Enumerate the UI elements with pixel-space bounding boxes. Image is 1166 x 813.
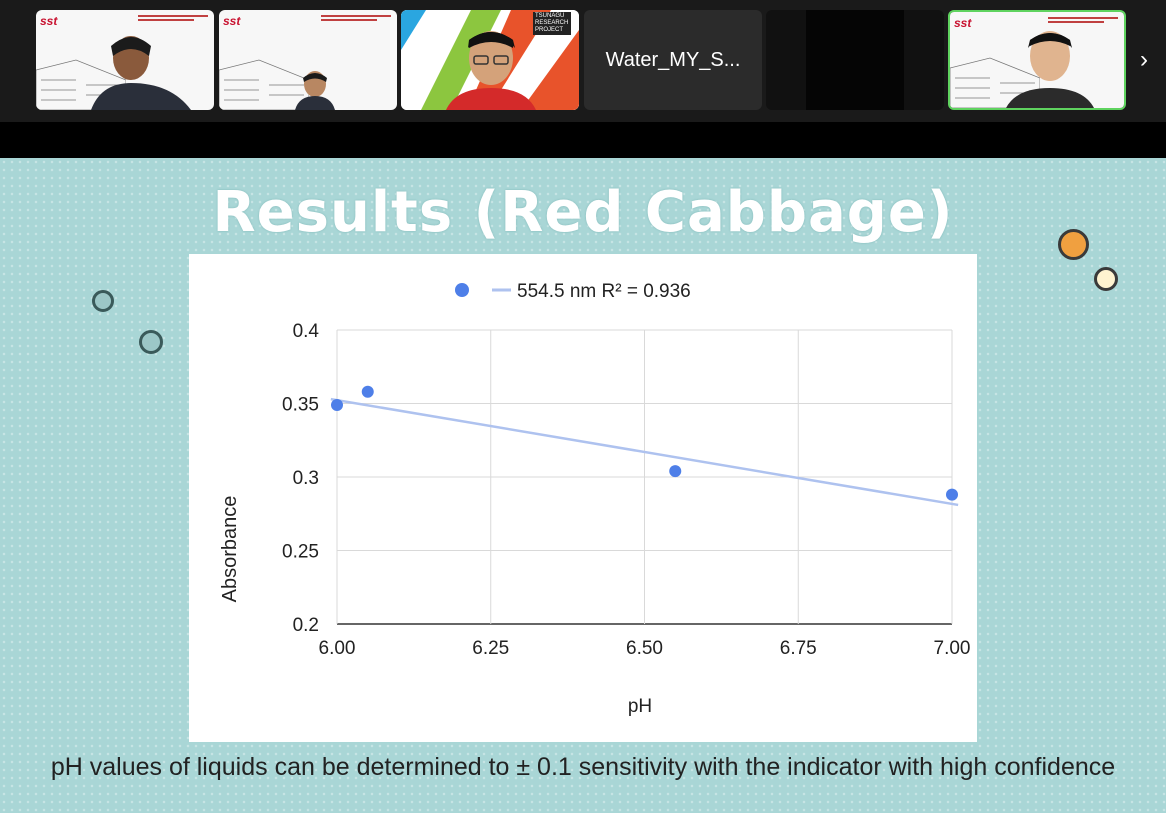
x-tick-label: 7.00 <box>934 638 971 659</box>
data-point <box>331 398 343 411</box>
x-tick-labels: 6.00 6.25 6.50 6.75 7.00 <box>319 638 971 659</box>
participant-person <box>295 71 335 110</box>
building-illustration <box>219 59 309 110</box>
participant-strip: sst sst TSUNAGU RE <box>0 0 1166 122</box>
y-tick-labels: 0.2 0.25 0.3 0.35 0.4 <box>282 321 319 636</box>
decorative-bubble <box>92 290 114 312</box>
legend-label: 554.5 nm R² = 0.936 <box>517 281 691 302</box>
screen-share-divider <box>0 122 1166 158</box>
y-tick-label: 0.35 <box>282 395 319 416</box>
slide-caption: pH values of liquids can be determined t… <box>50 753 1116 781</box>
chevron-right-icon[interactable]: › <box>1140 46 1148 73</box>
data-point <box>946 488 958 501</box>
y-tick-label: 0.3 <box>293 468 319 489</box>
project-overlay: TSUNAGU RESEARCH PROJECT <box>533 12 571 35</box>
participant-video-tile[interactable]: sst <box>36 10 214 110</box>
decorative-bubble <box>1094 267 1118 291</box>
legend-marker <box>455 283 469 297</box>
data-points <box>331 385 958 501</box>
building-illustration <box>950 57 1040 108</box>
participant-name-tile[interactable]: Water_MY_S... <box>584 10 762 110</box>
dark-video <box>806 10 904 110</box>
logo-tagline <box>138 15 208 23</box>
participant-name: Water_MY_S... <box>605 48 741 71</box>
y-axis-label: Absorbance <box>219 496 241 603</box>
y-tick-label: 0.4 <box>293 321 320 342</box>
x-tick-label: 6.50 <box>626 638 663 659</box>
sst-logo: sst <box>40 14 58 28</box>
x-axis-label: pH <box>628 696 652 717</box>
participant-video-tile-active[interactable]: sst <box>948 10 1126 110</box>
decorative-bubble <box>139 330 163 354</box>
participant-person <box>1006 31 1094 108</box>
logo-tagline <box>1048 17 1118 25</box>
participant-video-tile[interactable]: sst <box>219 10 397 110</box>
participant-video-tile[interactable] <box>766 10 944 110</box>
participant-person <box>446 31 536 110</box>
sst-logo: sst <box>954 16 972 30</box>
y-tick-label: 0.2 <box>293 615 319 636</box>
shared-slide: Results (Red Cabbage) 6.00 6.25 6.50 6.75 7.… <box>0 158 1166 813</box>
building-illustration <box>36 59 126 110</box>
data-point <box>361 385 374 398</box>
logo-tagline <box>321 15 391 23</box>
y-tick-label: 0.25 <box>282 542 319 563</box>
trendline <box>330 397 959 507</box>
x-tick-label: 6.00 <box>319 638 356 659</box>
chart-grid <box>336 329 953 625</box>
chart-container: 6.00 6.25 6.50 6.75 7.00 0.2 0.25 0.3 0.35 0.4 5… <box>189 254 977 742</box>
data-point <box>669 465 682 478</box>
sst-logo: sst <box>223 14 241 28</box>
x-tick-label: 6.75 <box>780 638 817 659</box>
x-tick-label: 6.25 <box>472 638 509 659</box>
slide-title: Results (Red Cabbage) <box>212 180 954 245</box>
scatter-chart: 6.00 6.25 6.50 6.75 7.00 0.2 0.25 0.3 0.35 0.4 5… <box>219 281 971 717</box>
decorative-bubble <box>1058 229 1089 260</box>
participant-video-tile[interactable]: TSUNAGU RESEARCH PROJECT <box>401 10 579 110</box>
participant-person <box>91 36 191 110</box>
trendline-segment <box>330 397 959 507</box>
